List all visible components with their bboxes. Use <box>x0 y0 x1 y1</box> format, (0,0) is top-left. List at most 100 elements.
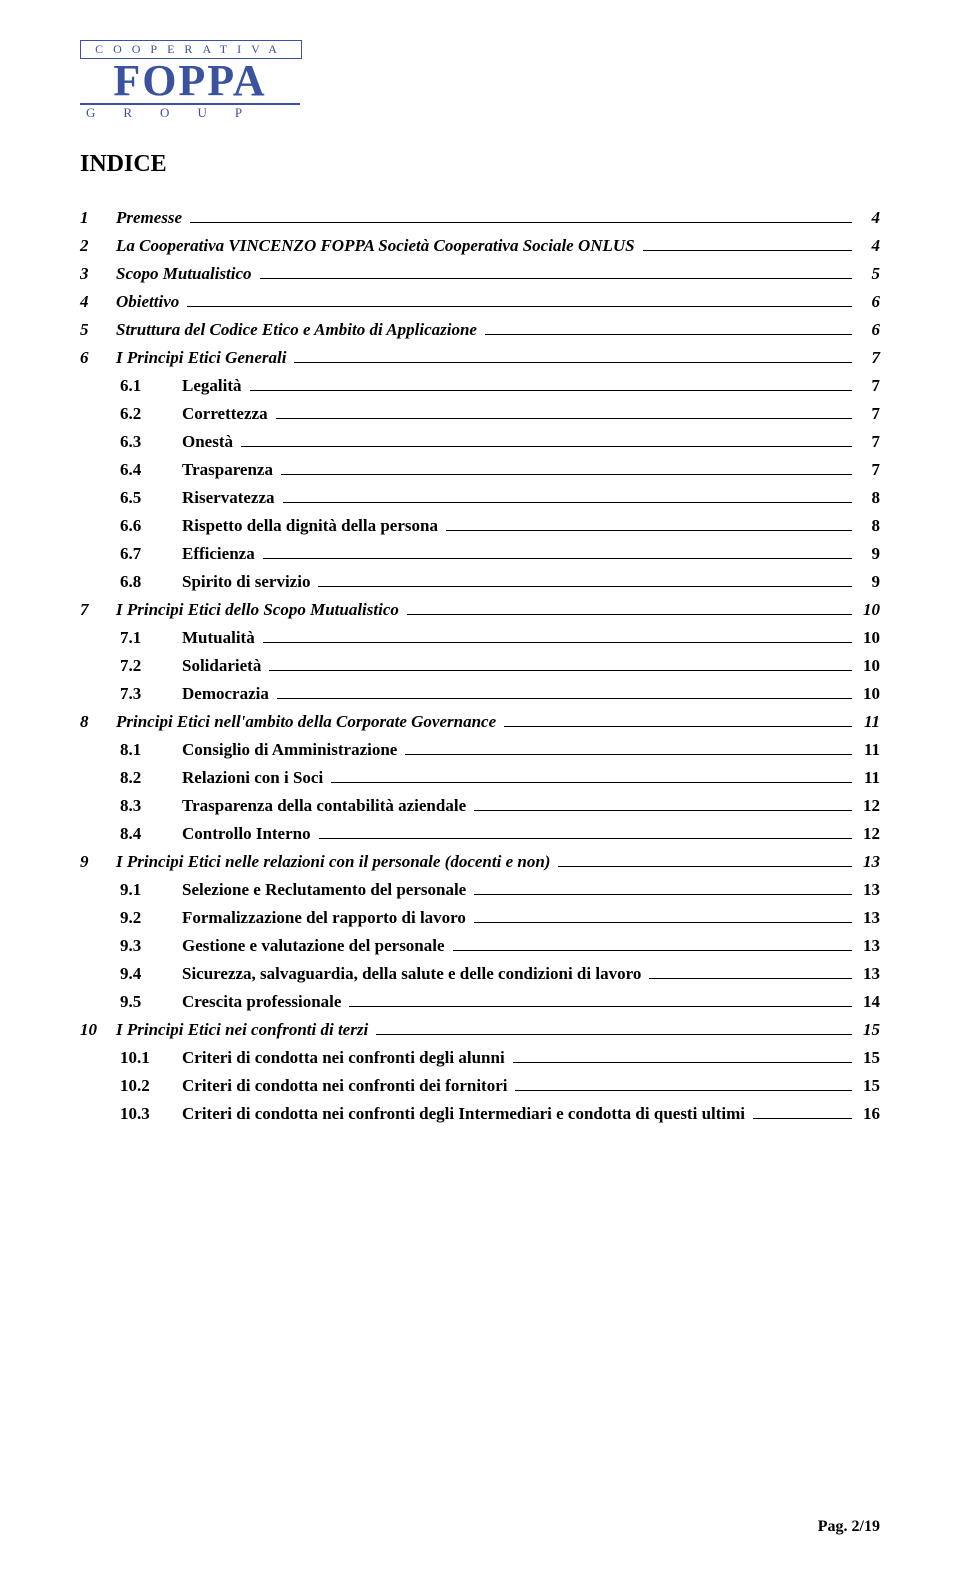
toc-number: 6.6 <box>120 516 168 536</box>
toc-leader <box>281 474 852 475</box>
toc-number: 6 <box>80 348 102 368</box>
toc-label: Scopo Mutualistico <box>116 264 256 284</box>
toc-page: 10 <box>856 600 880 620</box>
toc-leader <box>269 670 852 671</box>
toc-leader <box>283 502 852 503</box>
toc-row: 9.1 Selezione e Reclutamento del personal… <box>80 880 880 900</box>
toc-row: 8.3Trasparenza della contabilità azienda… <box>80 796 880 816</box>
toc-number: 8.2 <box>120 768 168 788</box>
toc-row: 5Struttura del Codice Etico e Ambito di … <box>80 320 880 340</box>
toc-row: 3Scopo Mutualistico5 <box>80 264 880 284</box>
toc-leader <box>558 866 852 867</box>
toc-row: 6.2Correttezza7 <box>80 404 880 424</box>
toc-number: 9.1 <box>120 880 168 900</box>
toc-row: 10I Principi Etici nei confronti di terz… <box>80 1020 880 1040</box>
toc-number: 10.2 <box>120 1076 168 1096</box>
toc-page: 13 <box>856 852 880 872</box>
toc-row: 8.4Controllo Interno12 <box>80 824 880 844</box>
toc-leader <box>485 334 852 335</box>
toc-label: Efficienza <box>182 544 259 564</box>
toc-label: Solidarietà <box>182 656 265 676</box>
toc-leader <box>515 1090 852 1091</box>
toc-page: 10 <box>856 656 880 676</box>
toc-row: 9.2Formalizzazione del rapporto di lavor… <box>80 908 880 928</box>
toc-label: Selezione e Reclutamento del personale <box>182 880 470 900</box>
toc-page: 6 <box>856 320 880 340</box>
toc-page: 8 <box>856 488 880 508</box>
toc-leader <box>190 222 852 223</box>
toc-number: 9.5 <box>120 992 168 1012</box>
toc-label: Democrazia <box>182 684 273 704</box>
toc-leader <box>260 278 852 279</box>
toc-page: 11 <box>856 712 880 732</box>
toc-number: 7.3 <box>120 684 168 704</box>
toc-page: 7 <box>856 460 880 480</box>
toc-label: I Principi Etici nei confronti di terzi <box>116 1020 372 1040</box>
toc-leader <box>187 306 852 307</box>
toc-leader <box>504 726 852 727</box>
toc-number: 9.3 <box>120 936 168 956</box>
toc-row: 6.4 Trasparenza 7 <box>80 460 880 480</box>
toc-label: Principi Etici nell'ambito della Corpora… <box>116 712 500 732</box>
toc-leader <box>331 782 852 783</box>
toc-number: 6.5 <box>120 488 168 508</box>
toc-row: 10.2Criteri di condotta nei confronti de… <box>80 1076 880 1096</box>
toc-page: 15 <box>856 1020 880 1040</box>
toc-page: 7 <box>856 348 880 368</box>
toc-number: 8.4 <box>120 824 168 844</box>
toc-leader <box>318 586 852 587</box>
toc-leader <box>294 362 852 363</box>
toc-page: 4 <box>856 208 880 228</box>
toc-number: 6.7 <box>120 544 168 564</box>
toc-label: Obiettivo <box>116 292 183 312</box>
toc-leader <box>513 1062 852 1063</box>
toc-page: 12 <box>856 824 880 844</box>
toc-page: 13 <box>856 908 880 928</box>
toc-page: 6 <box>856 292 880 312</box>
toc-leader <box>474 810 852 811</box>
toc-leader <box>407 614 852 615</box>
toc-number: 1 <box>80 208 102 228</box>
toc-leader <box>453 950 852 951</box>
toc-leader <box>276 418 852 419</box>
toc-row: 6.8Spirito di servizio9 <box>80 572 880 592</box>
toc-page: 5 <box>856 264 880 284</box>
toc-leader <box>263 558 852 559</box>
toc-number: 7.1 <box>120 628 168 648</box>
toc-page: 10 <box>856 628 880 648</box>
toc-leader <box>263 642 852 643</box>
toc-number: 6.4 <box>120 460 168 480</box>
toc-page: 11 <box>856 768 880 788</box>
toc-page: 13 <box>856 936 880 956</box>
toc-number: 8 <box>80 712 102 732</box>
toc-row: 9.5Crescita professionale14 <box>80 992 880 1012</box>
toc-label: Formalizzazione del rapporto di lavoro <box>182 908 470 928</box>
toc-label: Trasparenza <box>182 460 277 480</box>
toc-label: Criteri di condotta nei confronti degli … <box>182 1048 509 1068</box>
toc-label: Struttura del Codice Etico e Ambito di A… <box>116 320 481 340</box>
toc-number: 10.1 <box>120 1048 168 1068</box>
toc-label: Rispetto della dignità della persona <box>182 516 442 536</box>
toc-label: Sicurezza, salvaguardia, della salute e … <box>182 964 645 984</box>
toc-label: Gestione e valutazione del personale <box>182 936 449 956</box>
toc-row: 8 Principi Etici nell'ambito della Corpor… <box>80 712 880 732</box>
toc-leader <box>319 838 852 839</box>
toc-page: 15 <box>856 1048 880 1068</box>
toc-number: 6.3 <box>120 432 168 452</box>
page-title: INDICE <box>80 151 880 178</box>
toc-number: 2 <box>80 236 102 256</box>
toc-leader <box>405 754 852 755</box>
toc-label: Legalità <box>182 376 246 396</box>
toc-number: 7 <box>80 600 102 620</box>
table-of-contents: 1Premesse42La Cooperativa VINCENZO FOPPA… <box>80 208 880 1124</box>
toc-row: 10.1 Criteri di condotta nei confronti de… <box>80 1048 880 1068</box>
toc-number: 9.4 <box>120 964 168 984</box>
toc-leader <box>241 446 852 447</box>
toc-leader <box>250 390 853 391</box>
toc-row: 6.3Onestà7 <box>80 432 880 452</box>
toc-row: 6I Principi Etici Generali7 <box>80 348 880 368</box>
toc-row: 6.6Rispetto della dignità della persona8 <box>80 516 880 536</box>
document-page: COOPERATIVA FOPPA GROUP INDICE 1Premesse… <box>0 0 960 1576</box>
toc-number: 8.3 <box>120 796 168 816</box>
toc-number: 6.1 <box>120 376 168 396</box>
